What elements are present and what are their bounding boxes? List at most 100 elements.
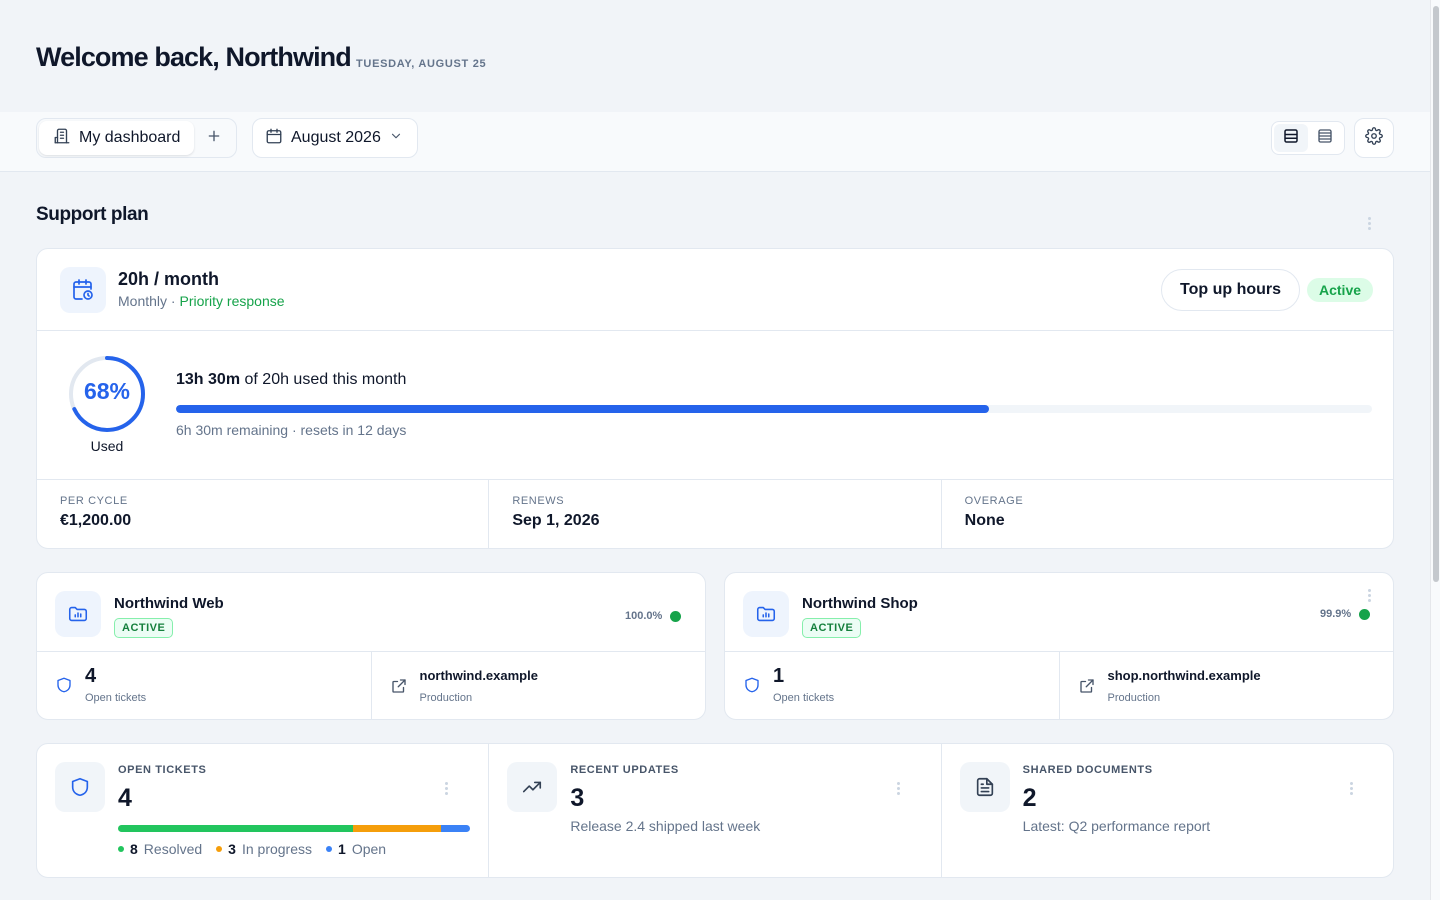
list-view-button[interactable] <box>1308 124 1342 152</box>
grid-view-button[interactable] <box>1274 124 1308 152</box>
uptime-indicator: 100.0% <box>625 610 682 622</box>
calendar-clock-icon <box>60 267 106 313</box>
usage-percent: 68% <box>83 378 131 404</box>
current-date: TUESDAY, AUGUST 25 <box>356 58 487 70</box>
status-dot-icon <box>1359 608 1371 620</box>
widget-label: SHARED DOCUMENTS <box>1022 764 1153 776</box>
plan-stat-label: PER CYCLE <box>60 495 128 507</box>
widget-value: 3 <box>570 784 585 812</box>
add-dashboard-button[interactable] <box>194 121 234 155</box>
scrollbar-thumb[interactable] <box>1433 6 1439 582</box>
project-status-badge: ACTIVE <box>114 618 174 638</box>
ticket-breakdown-legend: 8 Resolved 3 In progress 1 Open <box>118 841 386 857</box>
list-view-icon <box>1316 127 1334 150</box>
settings-button[interactable] <box>1354 118 1394 158</box>
widget-label: RECENT UPDATES <box>570 764 679 776</box>
open-tickets-count: 4 <box>85 665 97 687</box>
open-tickets-label: Open tickets <box>85 692 147 704</box>
project-tickets[interactable]: 4 Open tickets <box>37 652 372 720</box>
gear-icon <box>1365 126 1383 150</box>
status-dot-icon <box>670 610 682 622</box>
project-card-northwind-web[interactable]: Northwind Web ACTIVE 100.0% 4 Open ticke… <box>36 572 706 720</box>
resolved-dot-icon <box>118 846 124 852</box>
legend-count: 1 <box>338 841 346 857</box>
used-hours-rest: of 20h used this month <box>244 371 407 388</box>
ticket-breakdown-segment <box>440 825 470 832</box>
plan-hours: 20h / month <box>118 269 220 289</box>
legend-open: 1 Open <box>326 841 386 857</box>
plan-stat-value: Sep 1, 2026 <box>512 512 600 529</box>
document-icon <box>959 762 1010 812</box>
project-name[interactable]: Northwind Web <box>114 595 224 612</box>
plan-stat-label: OVERAGE <box>964 495 1024 507</box>
widget-subtitle: Release 2.4 shipped last week <box>570 818 761 834</box>
widget-value: 2 <box>1022 784 1037 812</box>
ticket-breakdown-segment <box>118 825 353 832</box>
calendar-icon <box>265 127 283 150</box>
usage-ring-caption: Used <box>90 438 124 454</box>
widget-value: 4 <box>118 784 132 812</box>
in-progress-dot-icon <box>216 846 223 852</box>
used-hours: 13h 30m <box>176 371 241 388</box>
usage-remaining: 6h 30m remaining · resets in 12 days <box>176 422 407 438</box>
widget-menu-icon[interactable] <box>445 782 448 795</box>
project-status-badge: ACTIVE <box>802 618 862 638</box>
support-plan-menu-icon[interactable] <box>1368 217 1371 230</box>
folder-chart-icon <box>55 591 101 637</box>
plan-details: Monthly · Priority response <box>118 293 285 309</box>
widget-subtitle: Latest: Q2 performance report <box>1022 818 1211 834</box>
uptime-value: 99.9% <box>1320 608 1352 620</box>
month-selector[interactable]: August 2026 <box>252 118 418 158</box>
legend-in-progress: 3 In progress <box>216 841 312 857</box>
usage-summary: 13h 30m of 20h used this month <box>176 371 406 389</box>
usage-progress-bar <box>176 405 1372 413</box>
plan-status-badge: Active <box>1307 278 1374 302</box>
usage-ring-arc <box>69 356 145 432</box>
widget-label: OPEN TICKETS <box>118 764 207 776</box>
environment-label: Production <box>1107 692 1161 704</box>
project-domain[interactable]: shop.northwind.example Production <box>1060 652 1394 720</box>
legend-count: 3 <box>228 841 236 857</box>
page-header: Welcome back, Northwind TUESDAY, AUGUST … <box>0 0 1430 112</box>
environment-label: Production <box>419 692 473 704</box>
plan-stat-label: RENEWS <box>512 495 565 507</box>
project-tickets[interactable]: 1 Open tickets <box>725 652 1060 720</box>
trending-up-icon <box>507 762 558 812</box>
grid-view-icon <box>1282 127 1300 150</box>
project-card-northwind-shop[interactable]: Northwind Shop ACTIVE 99.9% 1 Open ticke… <box>724 572 1394 720</box>
legend-label: Open <box>351 841 387 857</box>
plan-stat-value: €1,200.00 <box>60 512 132 529</box>
domain-link[interactable]: northwind.example <box>419 668 538 683</box>
shield-icon <box>55 676 73 699</box>
usage-ring <box>69 356 145 432</box>
plus-icon <box>206 127 222 150</box>
chevron-down-icon <box>389 129 403 148</box>
tab-my-dashboard[interactable]: My dashboard <box>39 121 195 155</box>
project-domain[interactable]: northwind.example Production <box>372 652 706 720</box>
plan-stat-renews: RENEWS Sep 1, 2026 <box>489 480 942 549</box>
domain-link[interactable]: shop.northwind.example <box>1107 668 1261 683</box>
tab-label: My dashboard <box>79 129 181 146</box>
project-header: Northwind Web ACTIVE 100.0% <box>37 573 705 652</box>
plan-tier: Priority response <box>179 293 285 309</box>
dashboard-tabs: My dashboard <box>36 118 238 158</box>
widget-menu-icon[interactable] <box>897 782 901 795</box>
project-menu-icon[interactable] <box>1368 589 1371 602</box>
page-title: Welcome back, Northwind <box>36 42 352 72</box>
folder-chart-icon <box>743 591 789 637</box>
plan-cadence: Monthly <box>118 293 168 309</box>
shared-documents-widget[interactable]: SHARED DOCUMENTS 2 Latest: Q2 performanc… <box>942 744 1393 877</box>
plan-summary: 20h / month Monthly · Priority response … <box>37 249 1393 331</box>
uptime-indicator: 99.9% <box>1320 608 1371 620</box>
recent-updates-widget[interactable]: RECENT UPDATES 3 Release 2.4 shipped las… <box>489 744 942 877</box>
widget-menu-icon[interactable] <box>1349 782 1353 795</box>
top-up-hours-button[interactable]: Top up hours <box>1161 269 1301 311</box>
plan-stat-value: None <box>964 512 1005 529</box>
legend-count: 8 <box>130 841 138 857</box>
project-name[interactable]: Northwind Shop <box>802 595 918 612</box>
uptime-value: 100.0% <box>625 610 663 622</box>
page-scrollbar[interactable] <box>1430 0 1440 900</box>
open-tickets-count: 1 <box>773 665 785 687</box>
